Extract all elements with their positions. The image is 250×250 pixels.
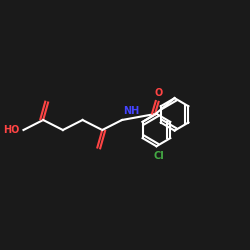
Text: O: O (154, 88, 163, 98)
Text: HO: HO (4, 125, 20, 135)
Text: Cl: Cl (154, 151, 164, 161)
Text: NH: NH (123, 106, 140, 116)
